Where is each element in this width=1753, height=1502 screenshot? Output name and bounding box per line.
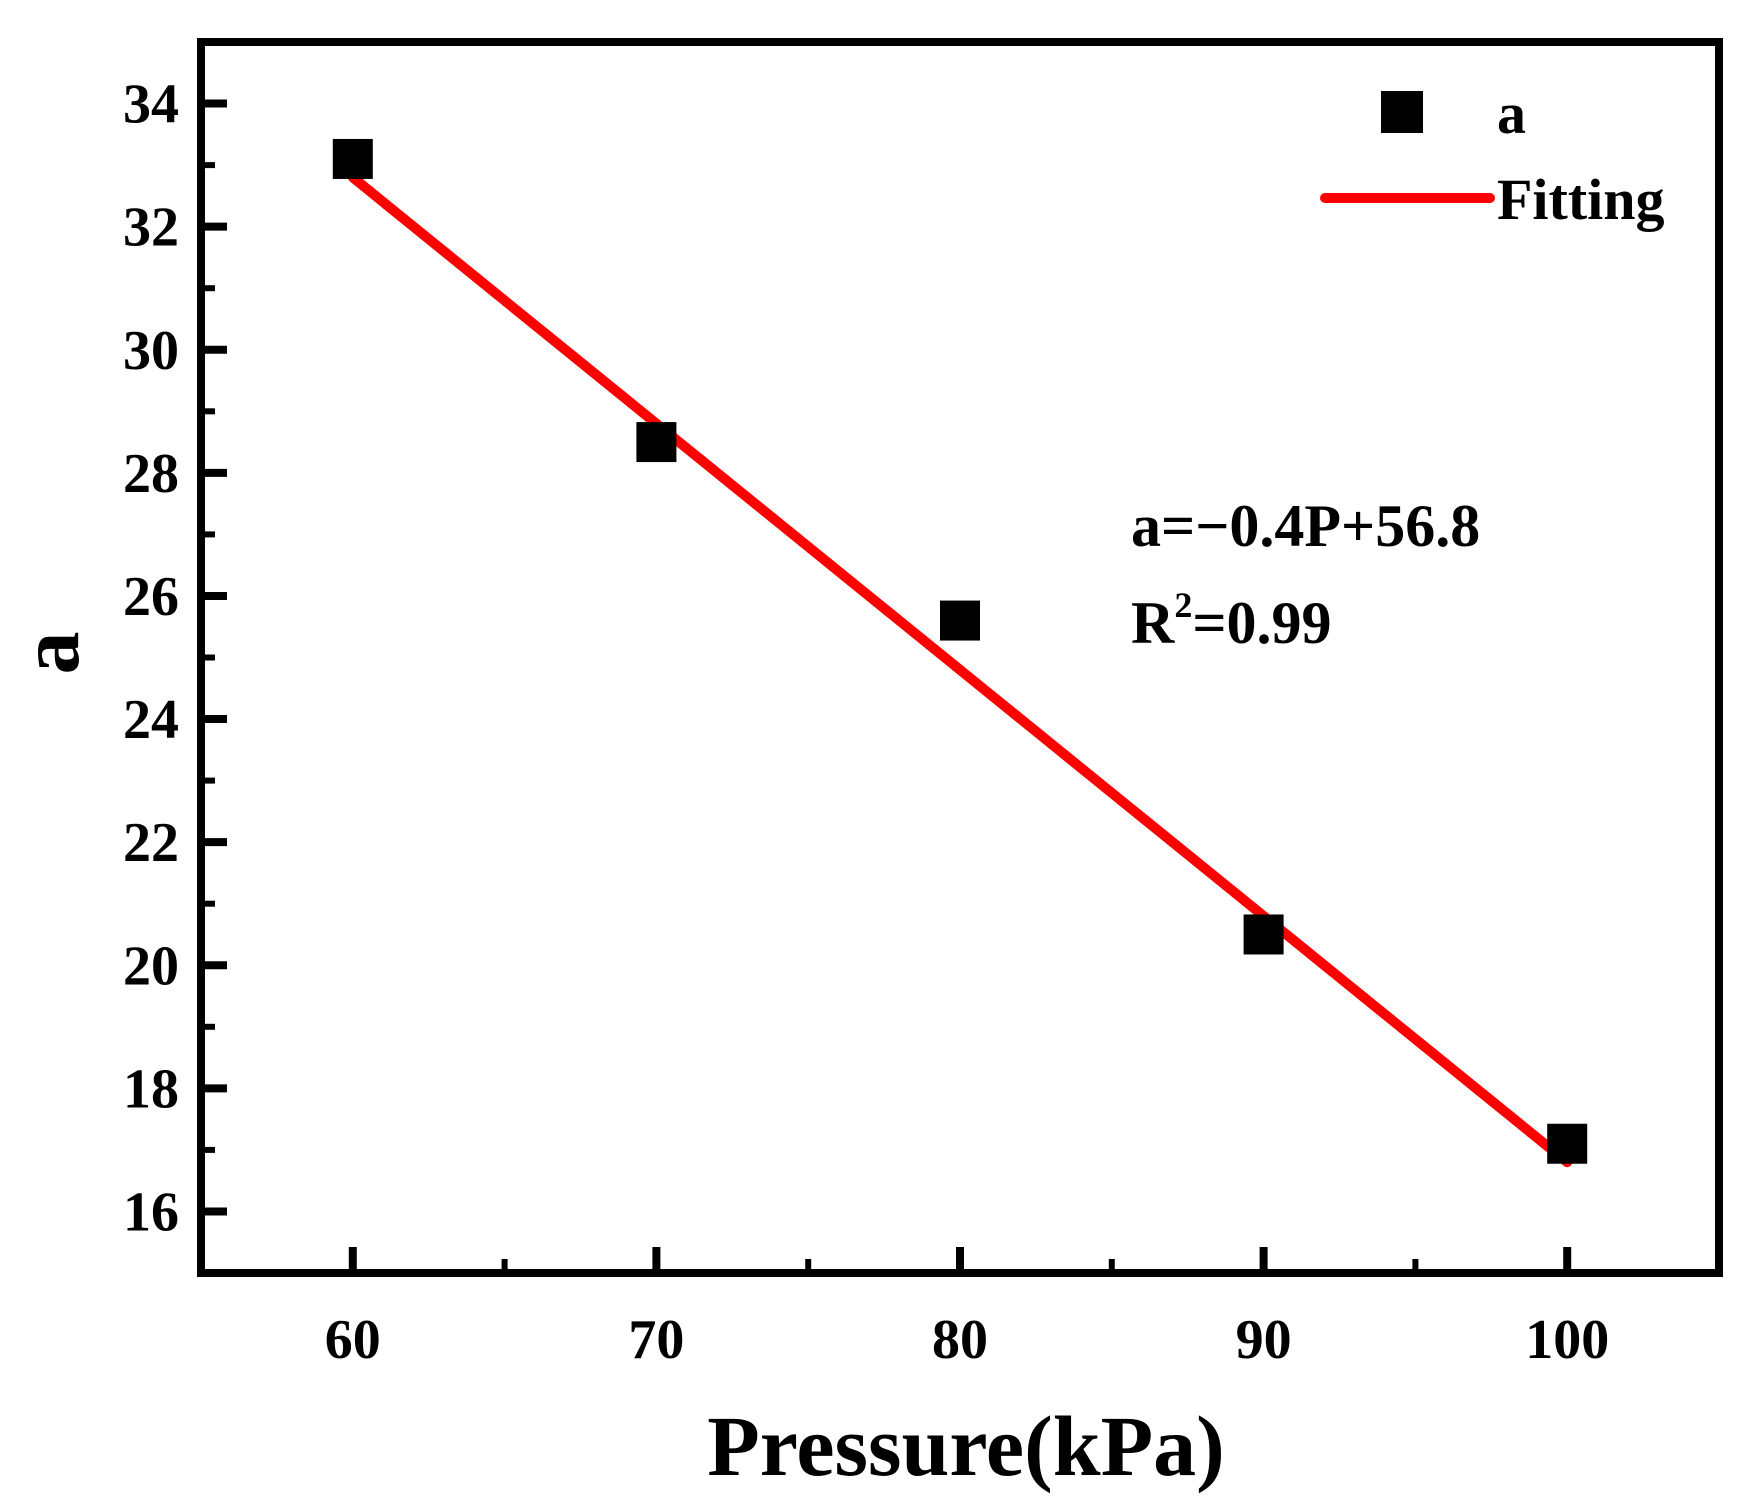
y-tick-label-28: 28 <box>123 443 179 505</box>
y-tick-label-34: 34 <box>123 74 179 136</box>
fitting-line-series <box>347 172 1573 1168</box>
data-point-70 <box>636 422 677 463</box>
r-squared-annotation: R2=0.99 <box>1131 585 1332 656</box>
x-tick-label-80: 80 <box>932 1309 988 1371</box>
plot-frame <box>197 38 1723 1277</box>
x-axis: 60 70 80 90 100 <box>198 1247 1722 1371</box>
x-axis-title: Pressure(kPa) <box>707 1398 1225 1494</box>
x-tick-label-100: 100 <box>1525 1309 1609 1371</box>
data-points-series <box>332 138 1588 1164</box>
y-tick-label-16: 16 <box>123 1181 179 1243</box>
x-tick-label-60: 60 <box>325 1309 381 1371</box>
legend: a Fitting <box>1320 81 1665 232</box>
x-tick-label-70: 70 <box>628 1309 684 1371</box>
plot-area <box>197 38 1723 1277</box>
x-tick-label-90: 90 <box>1236 1309 1292 1371</box>
legend-marker-square <box>1381 91 1423 133</box>
y-tick-label-24: 24 <box>123 689 179 751</box>
y-tick-label-22: 22 <box>123 812 179 874</box>
y-tick-label-18: 18 <box>123 1058 179 1120</box>
data-point-90 <box>1243 914 1284 955</box>
data-point-100 <box>1547 1123 1588 1164</box>
y-tick-label-30: 30 <box>123 320 179 382</box>
y-tick-label-26: 26 <box>123 566 179 628</box>
legend-label-a: a <box>1497 81 1526 146</box>
y-tick-label-32: 32 <box>123 197 179 259</box>
data-point-80 <box>940 600 980 641</box>
y-tick-label-20: 20 <box>123 935 179 997</box>
fit-equation: a=−0.4P+56.8 <box>1131 493 1480 559</box>
y-axis: 16 18 20 22 24 26 28 30 32 34 <box>123 39 227 1276</box>
legend-label-fitting: Fitting <box>1497 167 1665 232</box>
y-axis-title: a <box>1 632 97 675</box>
data-point-60 <box>332 138 373 179</box>
fitting-line <box>347 172 1573 1168</box>
